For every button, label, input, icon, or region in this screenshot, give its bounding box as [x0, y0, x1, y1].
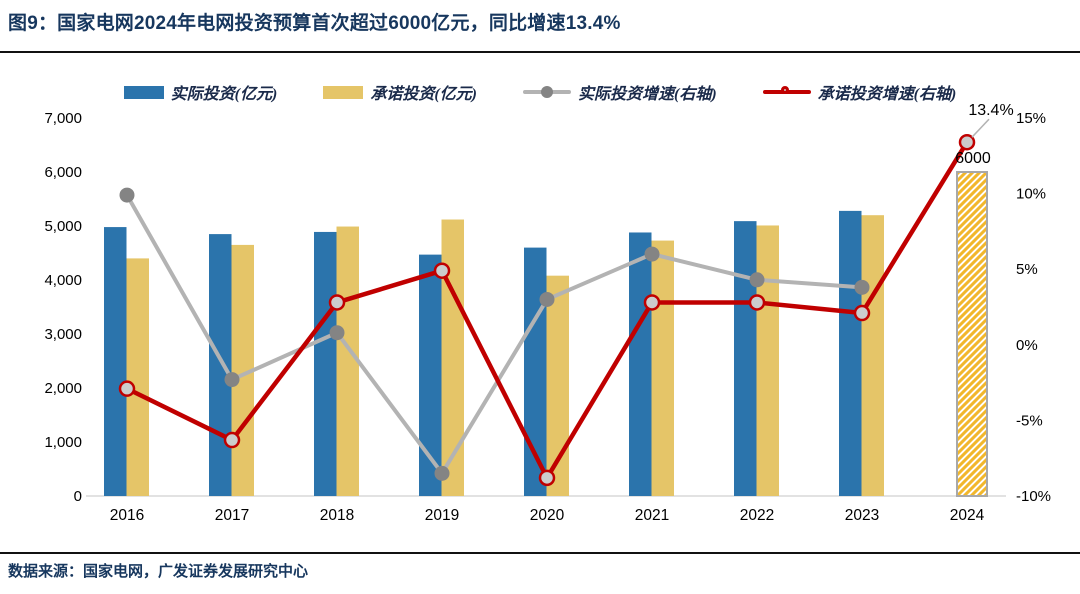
figure-title-row: 图9：国家电网2024年电网投资预算首次超过6000亿元，同比增速13.4% [8, 8, 1072, 35]
marker-actual-growth [539, 291, 555, 307]
legend-swatch-blue-bar [123, 85, 164, 99]
annotation-leader-line [971, 118, 990, 138]
marker-promised-growth [223, 431, 241, 449]
bar-promised-2021 [651, 240, 674, 496]
bar-actual-2023 [839, 210, 862, 496]
left-axis-tick-label: 0 [74, 488, 82, 505]
marker-promised-growth [643, 294, 661, 311]
left-axis-tick-label: 2,000 [44, 380, 82, 397]
chart: 实际投资(亿元) 承诺投资(亿元) 实际投资增速(右轴) 承诺投资增速(右轴) [0, 60, 1080, 545]
right-axis-tick-label: 15% [1016, 110, 1046, 127]
left-axis-tick-label: 4,000 [44, 272, 82, 289]
marker-promised-growth [538, 469, 556, 487]
growth-2024-value-label: 13.4% [968, 102, 1013, 119]
marker-promised-growth [958, 133, 976, 151]
bar-actual-2018 [314, 231, 337, 496]
x-axis-label-2018: 2018 [320, 507, 354, 524]
left-axis-tick-label: 1,000 [44, 434, 82, 451]
legend-label: 承诺投资增速(右轴) [817, 86, 957, 103]
footer-divider-line [0, 552, 1080, 554]
x-axis-label-2024: 2024 [950, 507, 985, 524]
marker-actual-growth [749, 272, 765, 288]
marker-promised-growth [118, 380, 136, 397]
right-axis-tick-label: 5% [1016, 261, 1038, 278]
left-axis-tick-label: 3,000 [44, 326, 82, 343]
gray-dot-icon [541, 86, 553, 98]
legend-label: 实际投资增速(右轴) [578, 86, 717, 103]
red-open-dot-icon [780, 86, 789, 94]
x-axis-label-2019: 2019 [425, 507, 459, 524]
bar-actual-2017 [209, 234, 232, 496]
source-row: 数据来源：国家电网，广发证券发展研究中心 [8, 560, 308, 581]
bar-actual-2016 [104, 227, 127, 496]
legend-swatch-yellow-bar [323, 85, 364, 99]
right-axis-tick-label: -5% [1016, 412, 1043, 429]
chart-legend: 实际投资(亿元) 承诺投资(亿元) 实际投资增速(右轴) 承诺投资增速(右轴) [0, 80, 1080, 104]
bar-promised-2020 [546, 275, 569, 496]
marker-promised-growth [328, 294, 346, 311]
marker-promised-growth [853, 304, 871, 322]
legend-swatch-red-line [762, 85, 811, 99]
bar-promised-2018 [336, 226, 359, 497]
legend-item-promised-investment: 承诺投资(亿元) [323, 80, 477, 104]
title-divider-line [0, 51, 1080, 53]
chart-plot-svg: 7,0006,0005,0004,0003,0002,0001,000015%1… [44, 102, 1051, 524]
marker-actual-growth [224, 372, 240, 388]
x-axis-label-2021: 2021 [635, 507, 669, 524]
marker-actual-growth [434, 465, 450, 481]
x-axis-label-2016: 2016 [110, 507, 144, 524]
left-axis-tick-label: 7,000 [44, 110, 82, 127]
marker-promised-growth [433, 262, 451, 279]
promised-2024-value-label: 6000 [955, 150, 991, 167]
right-axis-tick-label: 0% [1016, 337, 1038, 354]
marker-promised-growth [748, 294, 766, 311]
marker-actual-growth [854, 279, 870, 295]
marker-actual-growth [329, 325, 345, 341]
right-axis-tick-label: -10% [1016, 488, 1051, 505]
bar-promised-2019 [441, 219, 464, 496]
bar-promised-hatched-2024 [956, 171, 988, 497]
x-axis-label-2017: 2017 [215, 507, 249, 524]
x-axis-label-2020: 2020 [530, 507, 565, 524]
marker-actual-growth [119, 187, 135, 203]
legend-item-actual-investment: 实际投资(亿元) [123, 80, 278, 104]
marker-actual-growth [644, 246, 660, 262]
legend-item-promised-growth: 承诺投资增速(右轴) [762, 80, 957, 104]
bar-actual-2021 [629, 232, 652, 497]
bar-actual-2019 [419, 254, 442, 496]
left-axis-tick-label: 5,000 [44, 218, 82, 235]
left-axis-tick-label: 6,000 [44, 164, 82, 181]
bar-promised-2022 [756, 225, 779, 496]
legend-item-actual-growth: 实际投资增速(右轴) [523, 80, 717, 104]
bar-promised-2023 [861, 215, 884, 496]
x-axis-label-2022: 2022 [740, 507, 774, 524]
bar-actual-2022 [734, 221, 757, 496]
right-axis-tick-label: 10% [1016, 186, 1046, 203]
legend-swatch-gray-line [523, 85, 571, 99]
actual-growth-line [125, 194, 863, 476]
legend-label: 承诺投资(亿元) [370, 86, 477, 103]
x-axis-label-2023: 2023 [845, 507, 879, 524]
bar-promised-2016 [126, 258, 149, 496]
data-source-text: 数据来源：国家电网，广发证券发展研究中心 [8, 563, 309, 580]
legend-label: 实际投资(亿元) [170, 86, 278, 103]
figure-title: 图9：国家电网2024年电网投资预算首次超过6000亿元，同比增速13.4% [8, 13, 621, 34]
